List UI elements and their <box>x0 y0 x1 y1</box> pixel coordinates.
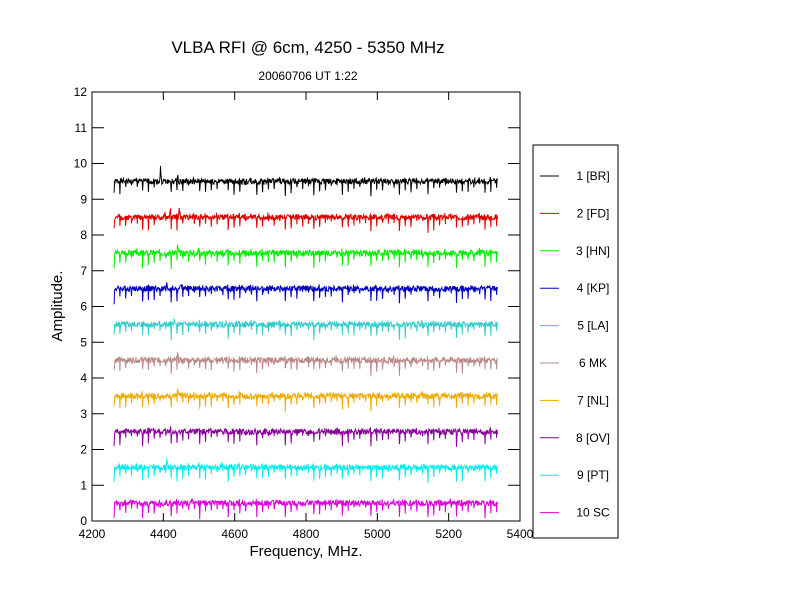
y-tick-label: 12 <box>74 85 88 99</box>
x-axis-label: Frequency, MHz. <box>249 543 362 560</box>
series-line <box>113 318 498 341</box>
series-line <box>113 208 498 233</box>
series-line <box>113 351 498 377</box>
x-tick-label: 5200 <box>435 527 462 541</box>
series-line <box>113 458 498 483</box>
x-tick-label: 4800 <box>293 527 320 541</box>
axis-layer: 4200 4400 4600 4800 5000 5200 5400012345678910… <box>74 85 534 541</box>
legend-label: 7 [NL] <box>577 393 609 407</box>
y-tick-label: 3 <box>80 407 87 421</box>
y-tick-label: 11 <box>75 121 88 135</box>
series-line <box>113 244 498 269</box>
legend-frame <box>532 144 619 539</box>
legend-label: 10 SC <box>576 506 610 520</box>
y-tick-label: 2 <box>80 443 87 457</box>
series-line <box>113 388 498 412</box>
y-tick-label: 1 <box>80 478 87 492</box>
plot-frame <box>91 91 521 522</box>
legend-label: 5 [LA] <box>577 319 608 333</box>
series-layer <box>113 165 498 520</box>
legend-label: 2 [FD] <box>577 206 610 220</box>
series-line <box>113 498 498 520</box>
legend: 1 [BR] 2 [FD] 3 [HN] 4 [KP] 5 [LA] 6 MK 7 [NL]… <box>540 169 610 520</box>
x-tick-label: 4400 <box>150 527 177 541</box>
y-tick-label: 6 <box>80 300 87 314</box>
y-tick-label: 4 <box>80 371 87 385</box>
legend-label: 1 [BR] <box>576 169 609 183</box>
chart-subtitle: 20060706 UT 1:22 <box>258 69 358 83</box>
y-tick-label: 10 <box>74 157 88 171</box>
legend-label: 9 [PT] <box>577 468 609 482</box>
legend-label: 6 MK <box>579 356 607 370</box>
series-line <box>113 165 498 197</box>
y-tick-label: 7 <box>80 264 87 278</box>
chart-title: VLBA RFI @ 6cm, 4250 - 5350 MHz <box>171 38 444 57</box>
legend-label: 3 [HN] <box>576 244 610 258</box>
y-tick-label: 8 <box>80 228 87 242</box>
y-tick-label: 0 <box>80 514 87 528</box>
legend-label: 4 [KP] <box>577 281 610 295</box>
x-tick-label: 5000 <box>364 527 391 541</box>
y-tick-label: 9 <box>80 192 87 206</box>
y-tick-label: 5 <box>80 335 87 349</box>
x-tick-label: 4600 <box>221 527 248 541</box>
y-axis-label: Amplitude. <box>49 271 66 342</box>
series-line <box>113 282 498 305</box>
x-tick-label: 5400 <box>507 527 534 541</box>
x-tick-label: 4200 <box>79 527 106 541</box>
series-line <box>113 426 498 447</box>
legend-label: 8 [OV] <box>576 431 610 445</box>
